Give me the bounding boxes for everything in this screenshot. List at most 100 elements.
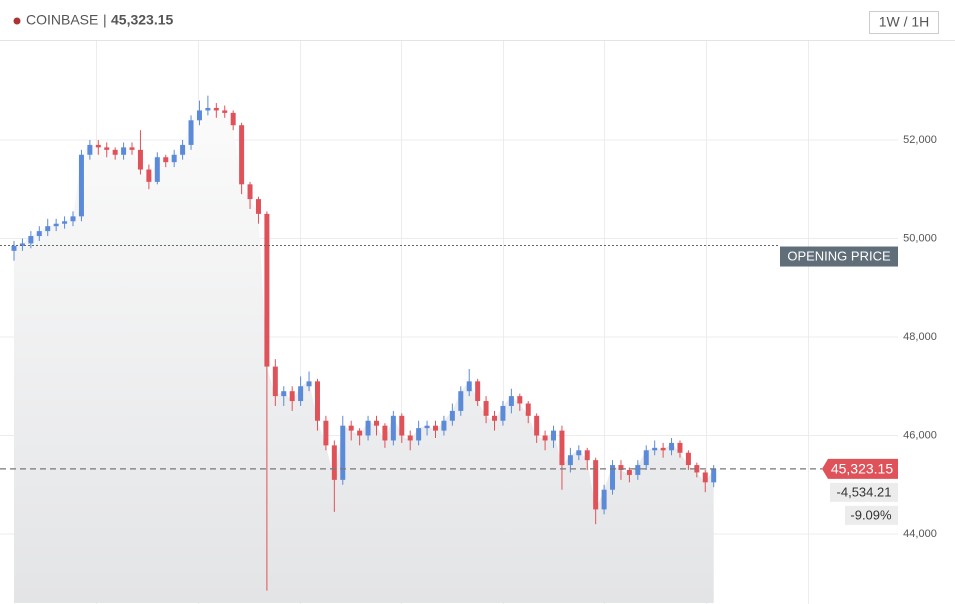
header-price: 45,323.15 (111, 12, 173, 28)
candle-body (87, 144, 93, 155)
candle-body (517, 396, 523, 404)
candle-body (188, 120, 194, 145)
candle-body (551, 430, 557, 441)
candle-body (618, 465, 624, 471)
candle-body (492, 415, 498, 421)
candle-body (433, 425, 438, 431)
candle-body (660, 447, 666, 451)
candle-body (45, 226, 51, 232)
candle-body (104, 147, 110, 150)
candle-body (70, 216, 76, 222)
separator: | (103, 12, 107, 28)
candle-body (137, 149, 143, 170)
candle-body (78, 154, 84, 217)
candle-body (121, 147, 127, 155)
last-price-label: 45,323.15 (831, 461, 893, 477)
candle-body (475, 381, 481, 402)
candle-body (340, 425, 346, 480)
candle-body (669, 442, 675, 451)
candle-body (576, 450, 582, 456)
candle-body (702, 472, 708, 483)
candle-body (382, 425, 388, 441)
y-tick-label: 50,000 (903, 232, 937, 244)
candle-body (348, 425, 354, 431)
y-tick-label: 52,000 (903, 134, 937, 146)
change-tag (830, 482, 898, 502)
candle-body (542, 435, 548, 441)
candle-body (441, 420, 447, 431)
candle-body (357, 430, 363, 436)
candle-body (171, 154, 177, 163)
candle-body (534, 415, 540, 436)
candle-body (62, 221, 68, 224)
candle-body (685, 452, 691, 466)
candle-body (129, 147, 135, 150)
candle-body (53, 223, 59, 227)
candle-body (112, 149, 118, 155)
candle-body (230, 112, 236, 126)
candle-body (373, 420, 379, 426)
change-pct-label: -9.09% (850, 507, 892, 522)
candle-body (635, 465, 641, 475)
candle-body (652, 447, 658, 451)
candle-body (399, 415, 405, 436)
y-tick-label: 48,000 (903, 331, 937, 343)
price-area (14, 107, 714, 603)
candle-body (205, 107, 211, 111)
candle-body (196, 110, 202, 121)
candle-body (449, 410, 455, 421)
candle-body (626, 470, 632, 475)
candle-body (559, 430, 565, 466)
candle-body (264, 213, 270, 367)
candle-body (163, 157, 169, 163)
candle-body (19, 243, 25, 246)
candle-body (306, 381, 312, 387)
candle-body (255, 199, 261, 214)
last-price-tag (822, 458, 898, 479)
change-pct-tag (845, 505, 898, 525)
candle-body (525, 403, 531, 416)
candle-body (610, 465, 616, 490)
candle-body (213, 107, 219, 111)
opening-price-tag (780, 246, 898, 267)
candles (11, 95, 717, 591)
candle-body (247, 184, 253, 200)
interval-button[interactable] (869, 11, 939, 34)
candle-body (694, 465, 700, 473)
candle-body (36, 231, 42, 237)
candle-body (567, 455, 573, 466)
candle-body (390, 415, 396, 441)
candle-body (272, 366, 278, 397)
candle-body (424, 425, 430, 429)
candle-body (323, 420, 329, 446)
candle-body (239, 125, 245, 185)
candle-body (154, 157, 160, 182)
candle-body (584, 450, 590, 461)
interval-button-label[interactable]: 1W / 1H (879, 14, 930, 30)
y-tick-label: 44,000 (903, 528, 937, 540)
opening-price-label: OPENING PRICE (787, 248, 891, 263)
candle-body (483, 401, 489, 416)
candle-body (458, 391, 464, 411)
exchange-name: COINBASE (26, 12, 98, 28)
change-label: -4,534.21 (837, 484, 892, 499)
candle-body (508, 396, 514, 406)
candle-body (180, 144, 186, 155)
candle-body (416, 428, 422, 441)
candle-body (281, 391, 287, 397)
candle-body (711, 468, 717, 483)
candle-body (677, 442, 683, 453)
candle-body (643, 450, 649, 466)
candle-body (407, 435, 413, 441)
candle-body (28, 236, 34, 244)
y-tick-label: 46,000 (903, 429, 937, 441)
candle-body (365, 420, 371, 436)
candle-body (500, 405, 506, 421)
candle-body (222, 110, 228, 113)
candle-body (289, 391, 295, 402)
candle-body (146, 169, 152, 182)
candle-body (95, 144, 101, 148)
candle-body (466, 381, 472, 392)
candle-body (298, 386, 304, 402)
